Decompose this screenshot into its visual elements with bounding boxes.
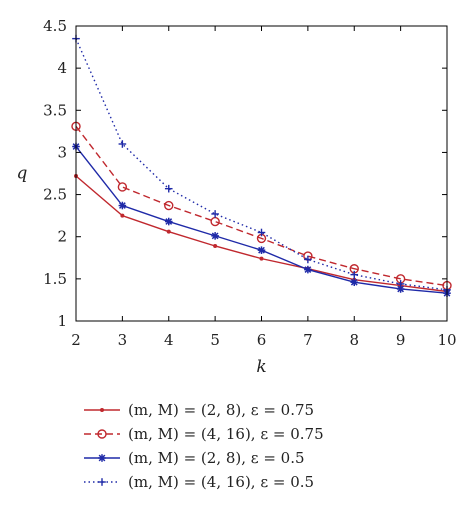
y-tick-label: 1.5: [43, 270, 67, 288]
data-point: [117, 182, 128, 192]
x-tick-label: 2: [71, 331, 81, 349]
legend-label: (m, M) = (2, 8), ε = 0.75: [128, 401, 314, 419]
series-line: [75, 146, 448, 294]
legend-item: (m, M) = (2, 8), ε = 0.5: [84, 449, 305, 467]
data-point: [98, 478, 106, 486]
data-point: [120, 213, 125, 218]
y-tick-label: 2: [57, 228, 67, 246]
x-tick-label: 4: [164, 331, 174, 349]
data-point: [166, 229, 171, 234]
series-line: [75, 125, 448, 287]
legend-label: (m, M) = (4, 16), ε = 0.75: [128, 425, 324, 443]
y-tick-label: 4.5: [43, 17, 67, 35]
data-point: [164, 184, 173, 193]
y-tick-label: 4: [57, 59, 67, 77]
x-tick-label: 10: [437, 331, 456, 349]
data-point: [350, 278, 359, 287]
data-point: [118, 201, 127, 210]
data-point: [211, 210, 219, 218]
y-tick-label: 3.5: [43, 101, 67, 119]
x-tick-label: 3: [118, 331, 128, 349]
legend-item: (m, M) = (4, 16), ε = 0.75: [84, 425, 324, 443]
legend-item: (m, M) = (4, 16), ε = 0.5: [84, 473, 314, 491]
data-point: [164, 200, 174, 211]
legend-item: (m, M) = (2, 8), ε = 0.75: [84, 401, 314, 419]
legend-label: (m, M) = (4, 16), ε = 0.5: [128, 473, 314, 491]
plot-area: [71, 34, 452, 297]
y-axis-label: q: [17, 164, 28, 184]
data-point: [257, 228, 266, 237]
y-tick-label: 3: [57, 143, 67, 161]
data-point: [118, 140, 127, 148]
data-point: [257, 246, 266, 254]
data-point: [350, 270, 359, 279]
data-point: [304, 265, 312, 274]
data-point: [213, 243, 218, 248]
x-tick-label: 5: [210, 331, 220, 349]
x-tick-label: 8: [349, 331, 359, 349]
x-axis-label: k: [256, 357, 266, 377]
x-tick-label: 6: [257, 331, 267, 349]
data-point: [100, 408, 104, 412]
data-point: [210, 216, 220, 227]
data-point: [97, 429, 107, 439]
data-point: [259, 256, 264, 261]
plot-frame: [75, 25, 448, 322]
x-tick-label: 7: [303, 331, 313, 349]
legend: (m, M) = (2, 8), ε = 0.75 (m, M) = (4, 16…: [84, 401, 324, 491]
data-point: [396, 280, 405, 288]
data-point: [164, 217, 173, 226]
x-tick-label: 9: [396, 331, 406, 349]
data-point: [98, 454, 106, 462]
axes: 2 3 4 5 6 7 8 9 10 1 1.5 2 2.5 3 3.5 4 4.5: [43, 17, 456, 349]
data-point: [304, 255, 312, 264]
legend-label: (m, M) = (2, 8), ε = 0.5: [128, 449, 305, 467]
y-tick-label: 1: [57, 312, 67, 330]
y-tick-label: 2.5: [43, 186, 67, 204]
data-point: [211, 232, 219, 240]
